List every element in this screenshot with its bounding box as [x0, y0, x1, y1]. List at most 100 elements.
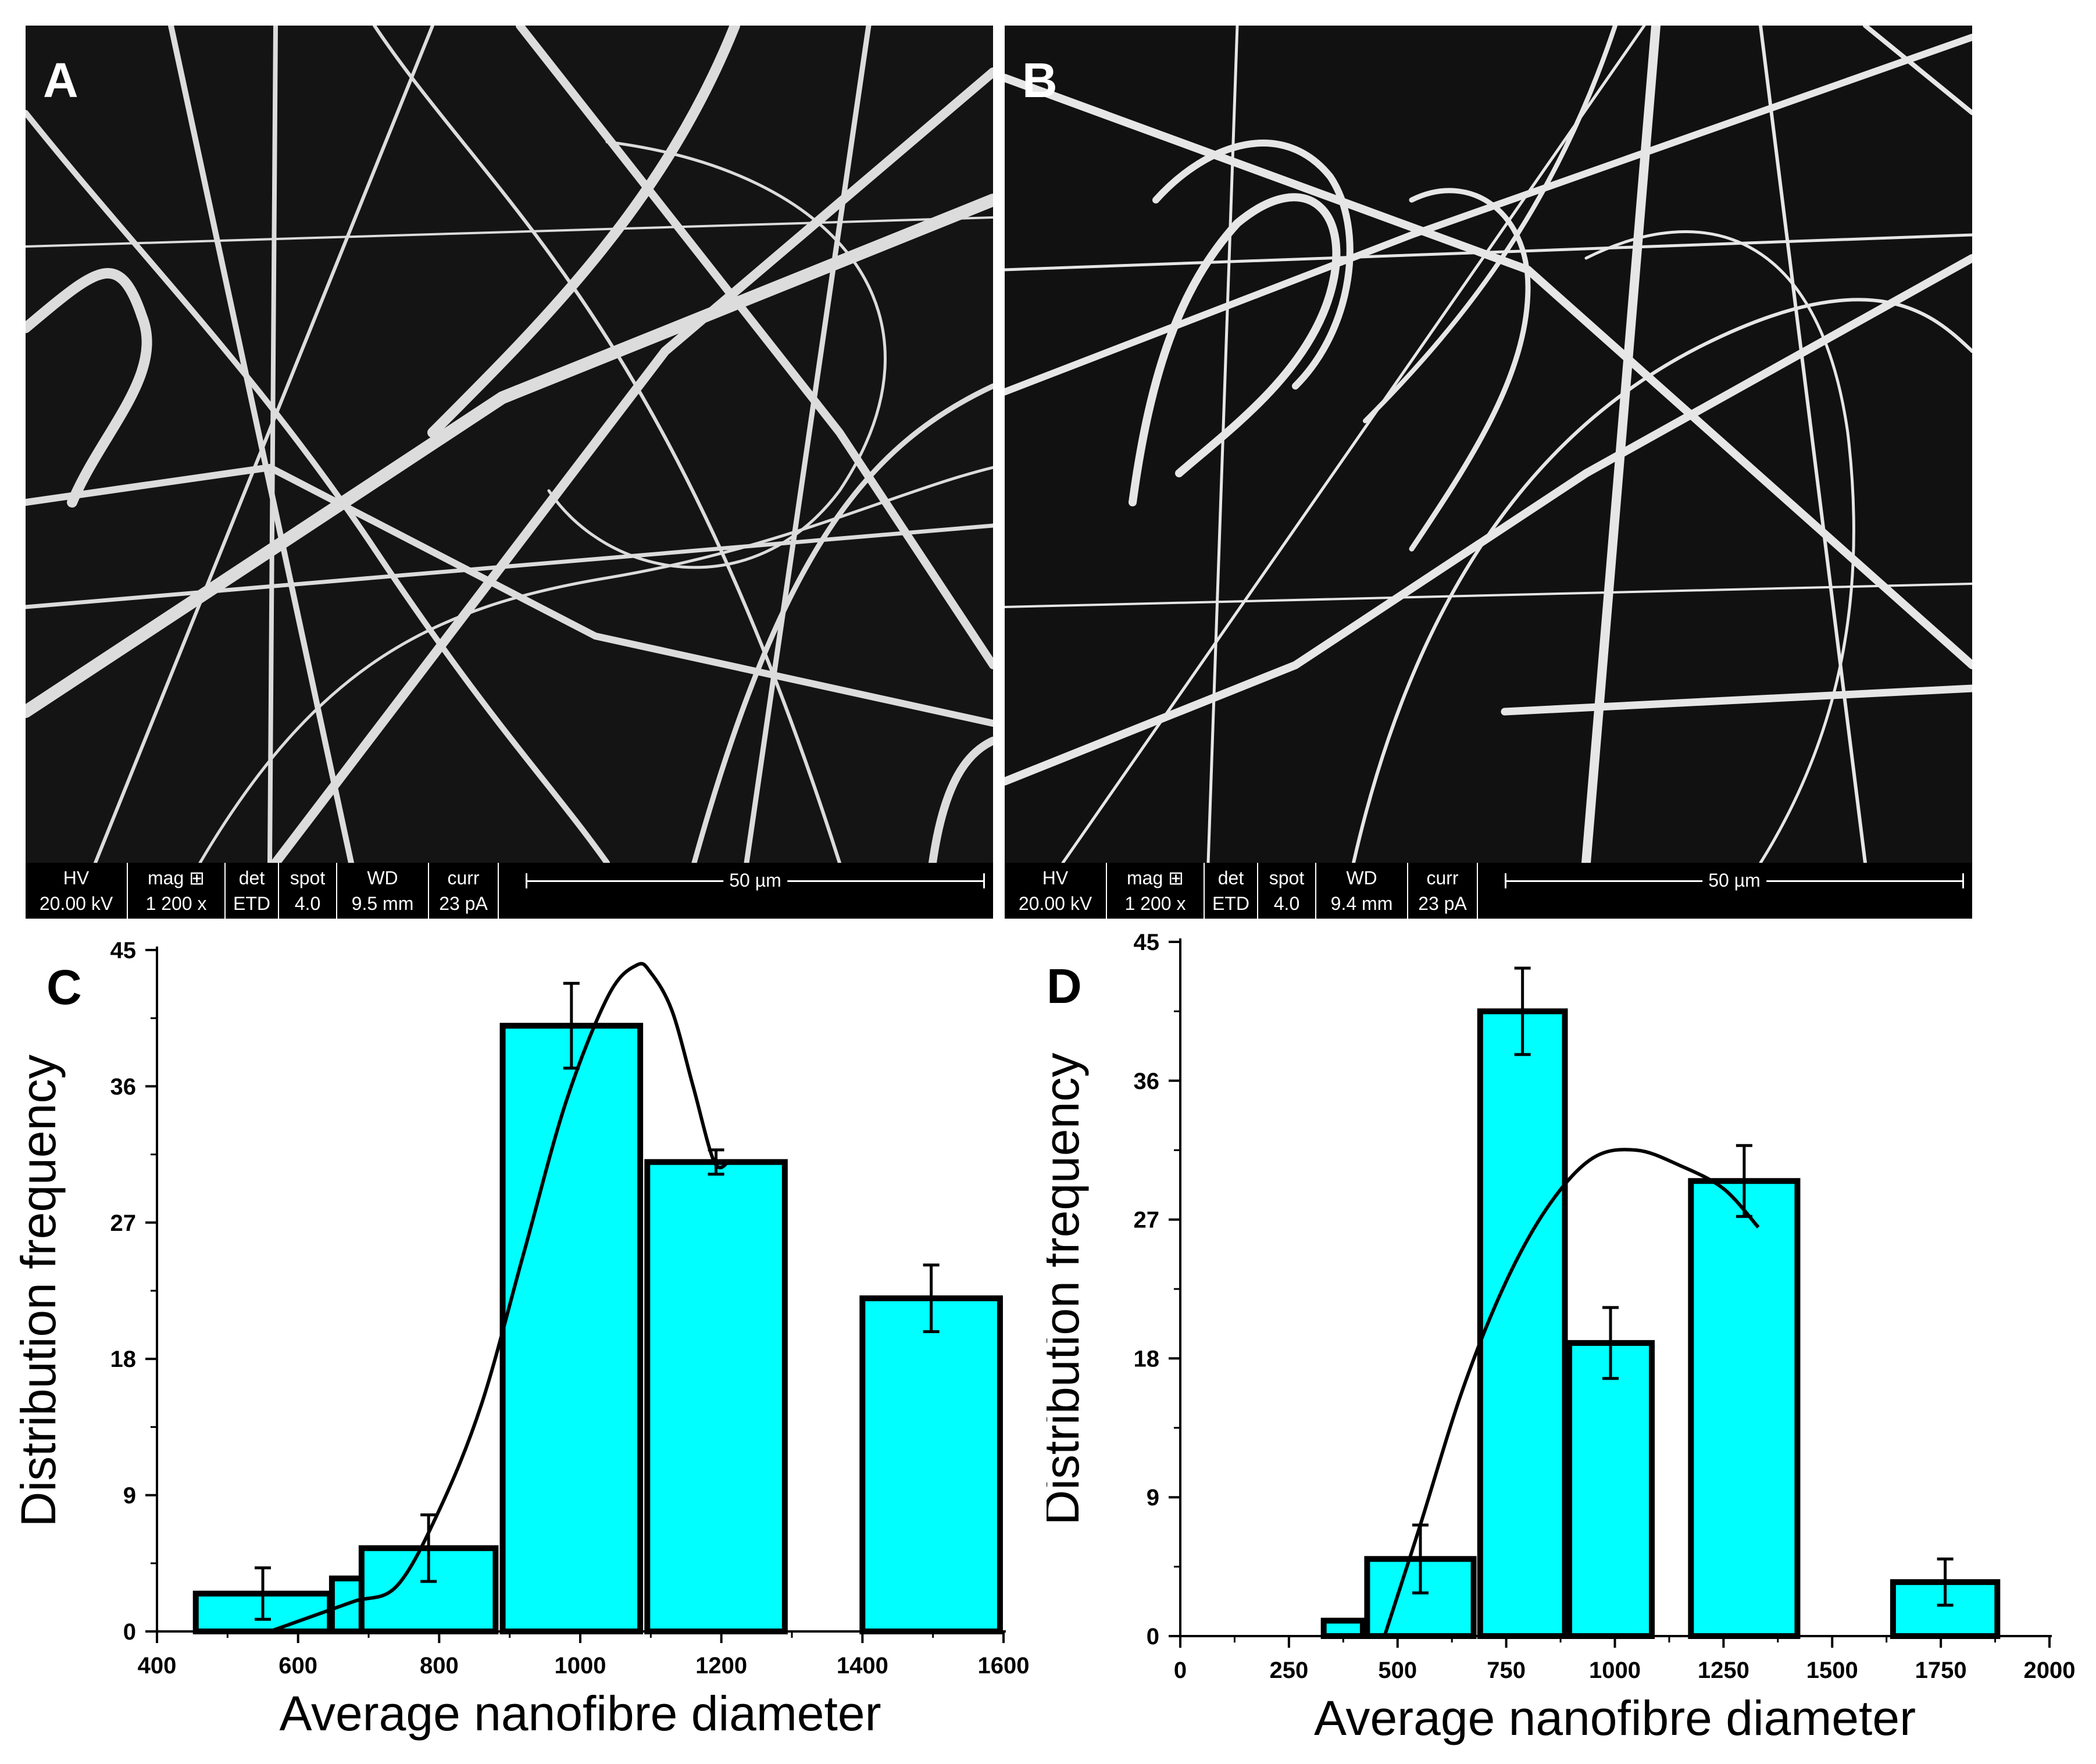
histogram-c: 0 9 18 27 36 45 400 600 800 1000 1200 1400 1600 Avera…: [0, 930, 1047, 1761]
spot-value: 4.0: [294, 893, 321, 914]
wd-label: WD: [367, 867, 398, 888]
y-tick-label: 18: [1134, 1346, 1160, 1372]
spot-label: spot: [1269, 867, 1305, 888]
x-tick-label: 1200: [695, 1653, 747, 1679]
x-tick-label: 750: [1487, 1658, 1526, 1683]
mag-label: mag ⊞: [1127, 867, 1184, 888]
error-bar: [1602, 1306, 1619, 1380]
x-axis-label: Average nanofibre diameter: [279, 1686, 881, 1741]
x-tick-label: 500: [1378, 1658, 1417, 1683]
y-axis-label: Distribution frequency: [1047, 1053, 1089, 1525]
panel-label-d: D: [1047, 959, 1082, 1013]
fit-curve: [269, 962, 730, 1633]
x-tick-label: 1000: [555, 1653, 606, 1679]
x-tick-label: 400: [138, 1653, 177, 1679]
curr-value: 23 pA: [1418, 893, 1467, 914]
hv-label: HV: [1042, 867, 1069, 888]
x-tick-label: 1600: [978, 1653, 1030, 1679]
error-bar: [923, 1263, 940, 1333]
curr-cell: curr 23 pA: [429, 863, 499, 919]
panel-label-c: C: [47, 960, 82, 1015]
curr-value: 23 pA: [439, 893, 488, 914]
histogram-bar: [1477, 1008, 1568, 1639]
error-bar: [255, 1566, 271, 1621]
scale-label: 50 µm: [723, 870, 787, 891]
y-tick-label: 36: [110, 1074, 137, 1099]
x-tick-label: 2000: [2024, 1658, 2076, 1683]
wd-label: WD: [1346, 867, 1377, 888]
scale-bar-a: 50 µm: [526, 863, 985, 919]
histogram-bar: [1566, 1340, 1655, 1639]
scale-bar-b: 50 µm: [1505, 863, 1964, 919]
histogram-d-svg: 0 9 18 27 36 45 0 250 500 750 1000 1250 1500 1750 2000…: [1034, 930, 2076, 1745]
y-tick-label: 36: [1134, 1069, 1160, 1094]
spot-cell: spot 4.0: [279, 863, 337, 919]
x-tick-label: 0: [1174, 1658, 1187, 1683]
wd-cell: WD 9.4 mm: [1316, 863, 1408, 919]
histogram-bar: [644, 1159, 788, 1635]
det-cell: det ETD: [226, 863, 279, 919]
mag-cell: mag ⊞ 1 200 x: [128, 863, 226, 919]
wd-cell: WD 9.5 mm: [337, 863, 429, 919]
sem-image-b: B HV 20.00 kV mag ⊞ 1 200 x det ETD spot 4.0…: [1005, 26, 1972, 919]
det-cell: det ETD: [1205, 863, 1258, 919]
mag-value: 1 200 x: [145, 893, 207, 914]
x-tick-label: 1500: [1806, 1658, 1858, 1683]
x-tick-label: 1000: [1589, 1658, 1641, 1683]
histogram-c-svg: 0 9 18 27 36 45 400 600 800 1000 1200 1400 1600 Avera…: [11, 938, 1030, 1741]
det-value: ETD: [1212, 893, 1249, 914]
hv-label: HV: [63, 867, 90, 888]
x-tick-label: 600: [278, 1653, 317, 1679]
histogram-bar: [499, 1023, 644, 1635]
panel-label-a: A: [43, 53, 78, 108]
x-tick-label: 1250: [1698, 1658, 1749, 1683]
sem-info-bar-a: HV 20.00 kV mag ⊞ 1 200 x det ETD spot 4.0 W…: [26, 863, 993, 919]
error-bar: [1937, 1557, 1954, 1607]
y-tick-label: 0: [123, 1619, 136, 1645]
spot-cell: spot 4.0: [1258, 863, 1316, 919]
det-label: det: [1217, 867, 1244, 888]
x-tick-label: 1400: [837, 1653, 888, 1679]
error-bar: [1514, 966, 1531, 1056]
y-tick-label: 9: [1147, 1485, 1159, 1511]
mag-value: 1 200 x: [1124, 893, 1186, 914]
x-axis-label: Average nanofibre diameter: [1314, 1691, 1916, 1745]
curr-label: curr: [1426, 867, 1459, 888]
spot-label: spot: [290, 867, 326, 888]
fiber-micrograph-b: [1005, 26, 1972, 863]
mag-label: mag ⊞: [148, 867, 205, 888]
wd-value: 9.5 mm: [351, 893, 414, 914]
y-tick-label: 18: [110, 1347, 137, 1372]
curr-label: curr: [447, 867, 480, 888]
mag-cell: mag ⊞ 1 200 x: [1107, 863, 1205, 919]
x-tick-label: 1750: [1915, 1658, 1967, 1683]
y-tick-label: 45: [1134, 930, 1160, 955]
x-tick-label: 800: [420, 1653, 459, 1679]
y-tick-label: 45: [110, 938, 137, 963]
hv-value: 20.00 kV: [39, 893, 113, 914]
x-tick-label: 250: [1270, 1658, 1309, 1683]
curr-cell: curr 23 pA: [1408, 863, 1478, 919]
det-value: ETD: [233, 893, 270, 914]
hv-cell: HV 20.00 kV: [1005, 863, 1107, 919]
error-bar: [420, 1513, 437, 1583]
histogram-d: 0 9 18 27 36 45 0 250 500 750 1000 1250 1500 1750 2000…: [1034, 930, 2096, 1761]
det-label: det: [238, 867, 265, 888]
y-tick-label: 9: [123, 1483, 136, 1509]
panel-label-b: B: [1022, 53, 1058, 108]
y-tick-label: 27: [110, 1210, 137, 1236]
y-tick-label: 0: [1147, 1624, 1159, 1649]
y-tick-label: 27: [1134, 1208, 1160, 1233]
histogram-bar: [859, 1295, 1003, 1634]
fiber-micrograph-a: [26, 26, 993, 863]
sem-info-bar-b: HV 20.00 kV mag ⊞ 1 200 x det ETD spot 4.0 W…: [1005, 863, 1972, 919]
wd-value: 9.4 mm: [1330, 893, 1393, 914]
spot-value: 4.0: [1273, 893, 1300, 914]
histogram-bar: [1320, 1617, 1366, 1640]
sem-image-a: A HV 20.00 kV mag ⊞ 1 200 x det ETD spot 4.0…: [26, 26, 993, 919]
histogram-bar: [1688, 1178, 1801, 1639]
y-axis-label: Distribution frequency: [11, 1055, 66, 1527]
hv-cell: HV 20.00 kV: [26, 863, 128, 919]
scale-label: 50 µm: [1702, 870, 1766, 891]
fit-curve: [1383, 1148, 1760, 1637]
